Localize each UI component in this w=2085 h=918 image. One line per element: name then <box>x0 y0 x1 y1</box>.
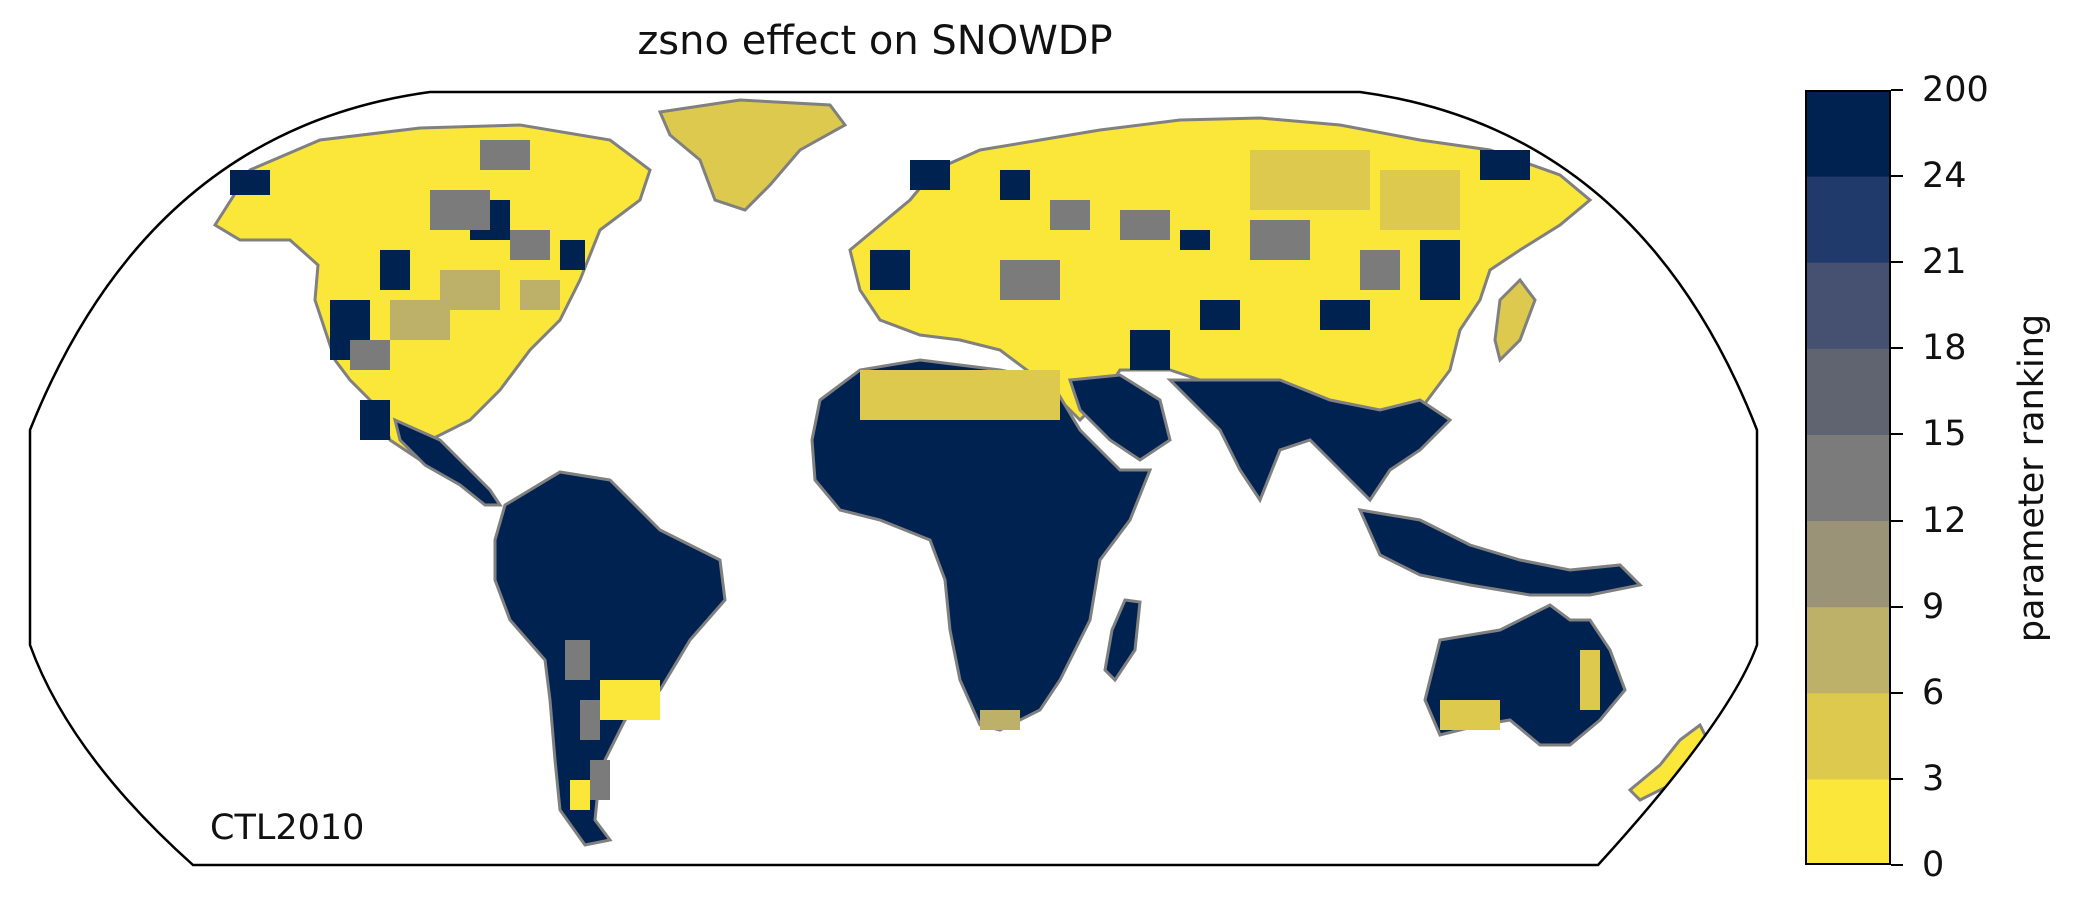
land-japan <box>1493 277 1537 363</box>
colorbar-tick-label: 12 <box>1922 500 1967 541</box>
experiment-label: CTL2010 <box>210 808 365 848</box>
colorbar-tick-mark <box>1891 433 1903 436</box>
colorbar-segment <box>1805 90 1891 177</box>
colorbar-tick-label: 9 <box>1922 586 1945 627</box>
land-new-zealand <box>1627 722 1712 802</box>
land-central-america <box>392 417 503 507</box>
land-north-america <box>212 123 652 473</box>
land-south-asia <box>1166 378 1453 504</box>
colorbar-tick-mark <box>1891 347 1903 350</box>
colorbar-segment <box>1805 262 1891 349</box>
colorbar-segment <box>1805 606 1891 694</box>
patagonia-yellow <box>570 680 660 810</box>
land-indonesia <box>1357 508 1644 597</box>
colorbar-tick-label: 200 <box>1922 70 1989 110</box>
colorbar-tick-label: 21 <box>1922 242 1967 283</box>
colorbar-segment <box>1805 692 1891 780</box>
colorbar-tick-mark <box>1891 519 1903 522</box>
colorbar-tick-label: 3 <box>1922 758 1945 799</box>
colorbar-tick-mark <box>1891 89 1903 91</box>
colorbar-frame <box>1805 90 1891 865</box>
land-arabia <box>1067 373 1172 462</box>
colorbar-segment <box>1805 520 1891 608</box>
colorbar-segment <box>1805 348 1891 435</box>
na-mid <box>390 270 560 340</box>
colorbar <box>1805 90 1891 865</box>
colorbar-tick-label: 0 <box>1922 845 1945 885</box>
colorbar-tick-label: 6 <box>1922 672 1945 713</box>
colorbar-tick-mark <box>1891 261 1903 264</box>
colorbar-tick-mark <box>1891 175 1903 178</box>
na-grey <box>350 140 550 370</box>
eu-dark <box>870 150 1530 370</box>
colorbar-segment <box>1805 434 1891 522</box>
australia-yellow <box>1440 650 1600 730</box>
colorbar-label: parameter ranking <box>2012 313 2052 643</box>
plot-title: zsno effect on SNOWDP <box>637 18 1113 64</box>
patagonia <box>565 640 610 800</box>
colorbar-tick-label: 15 <box>1922 414 1967 455</box>
eu-mid <box>860 150 1460 420</box>
land-south-america <box>493 470 727 847</box>
colorbar-tick-label: 18 <box>1922 328 1967 369</box>
colorbar-segment <box>1805 176 1891 263</box>
land-madagascar <box>1103 598 1142 683</box>
globe-frame <box>28 90 1759 867</box>
colorbar-segment <box>1805 778 1891 865</box>
land-greenland <box>657 98 848 212</box>
south-africa-mid <box>980 710 1020 730</box>
colorbar-tick-mark <box>1891 691 1903 694</box>
colorbar-tick-mark <box>1891 605 1903 608</box>
world-map <box>28 90 1759 867</box>
colorbar-tick-label: 24 <box>1922 156 1967 197</box>
colorbar-tick-mark <box>1891 777 1903 780</box>
colorbar-tick-mark <box>1891 864 1903 866</box>
eu-grey <box>1000 200 1400 300</box>
